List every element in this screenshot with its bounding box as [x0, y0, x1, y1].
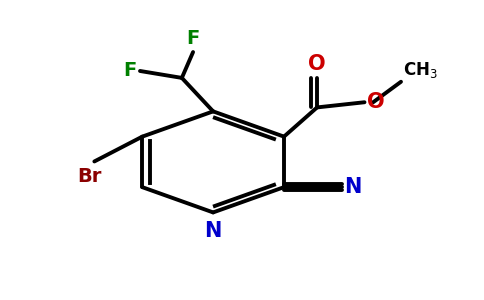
Text: O: O — [308, 54, 326, 74]
Text: F: F — [186, 29, 200, 49]
Text: N: N — [345, 177, 362, 197]
Text: N: N — [204, 221, 222, 241]
Text: O: O — [367, 92, 385, 112]
Text: F: F — [123, 61, 136, 80]
Text: Br: Br — [77, 167, 102, 186]
Text: CH$_3$: CH$_3$ — [403, 60, 438, 80]
